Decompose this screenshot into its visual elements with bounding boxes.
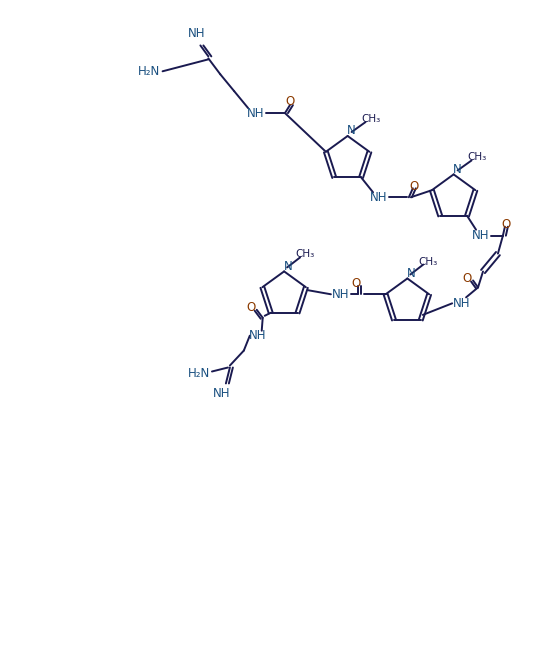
Text: O: O [463,272,471,285]
Text: NH: NH [247,107,265,120]
Text: O: O [409,180,418,193]
Text: NH: NH [472,229,490,242]
Text: O: O [246,301,255,315]
Text: CH₃: CH₃ [361,114,380,124]
Text: N: N [453,163,462,176]
Text: NH: NH [249,329,266,342]
Text: H₂N: H₂N [188,367,210,380]
Text: NH: NH [370,191,388,204]
Text: NH: NH [453,297,471,310]
Text: O: O [285,95,295,108]
Text: NH: NH [213,387,230,400]
Text: N: N [407,267,416,280]
Text: H₂N: H₂N [138,64,161,78]
Text: CH₃: CH₃ [467,153,486,163]
Text: CH₃: CH₃ [295,249,315,259]
Text: NH: NH [188,27,205,40]
Text: N: N [284,260,293,273]
Text: N: N [347,124,356,138]
Text: CH₃: CH₃ [419,257,438,266]
Text: O: O [351,277,361,290]
Text: O: O [501,218,510,231]
Text: NH: NH [332,288,350,301]
